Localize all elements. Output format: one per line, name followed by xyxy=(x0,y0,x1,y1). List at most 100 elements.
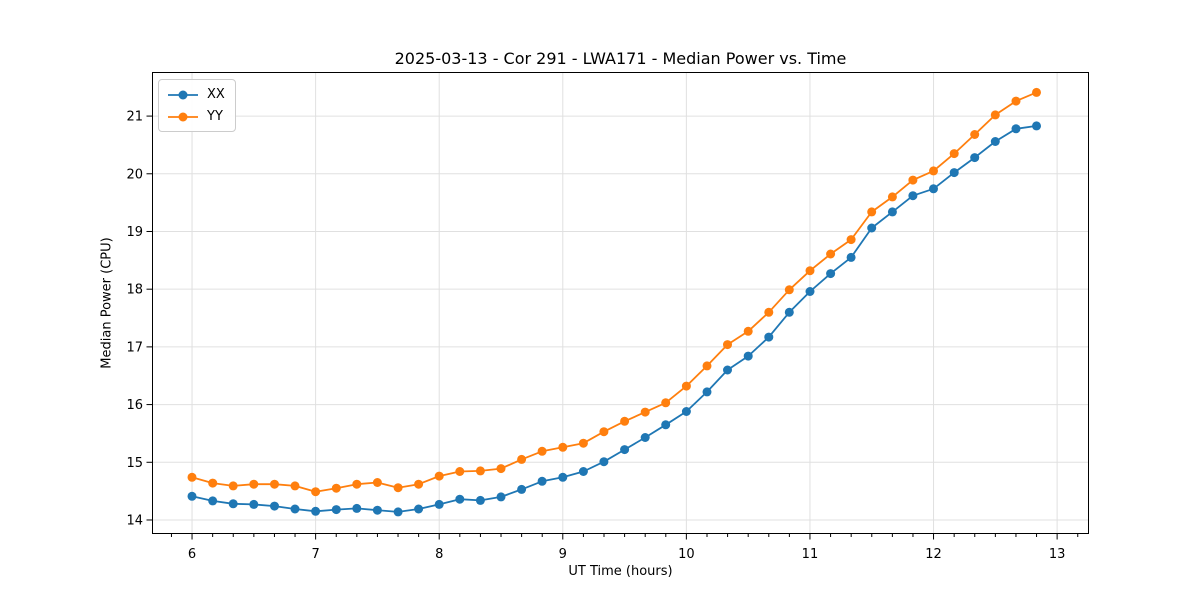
data-point-yy xyxy=(846,235,856,245)
data-point-yy xyxy=(929,166,938,176)
data-point-yy xyxy=(723,340,732,350)
data-point-yy xyxy=(270,479,279,489)
data-point-xx xyxy=(578,467,588,476)
data-point-yy xyxy=(908,175,918,185)
legend-label: YY xyxy=(207,109,223,124)
data-point-xx xyxy=(372,505,382,515)
data-point-xx xyxy=(805,287,815,296)
data-point-xx xyxy=(990,137,1000,146)
axes-spines xyxy=(152,72,1089,534)
data-point-yy xyxy=(1011,96,1021,106)
data-point-xx xyxy=(620,445,630,455)
data-point-xx xyxy=(970,153,980,163)
data-point-xx xyxy=(599,457,609,467)
x-tick-label: 7 xyxy=(311,547,319,562)
data-point-xx xyxy=(764,332,774,342)
data-point-xx xyxy=(826,269,836,279)
data-point-yy xyxy=(187,472,197,482)
data-point-xx xyxy=(270,501,279,511)
data-point-yy xyxy=(599,427,609,437)
data-point-yy xyxy=(805,266,815,276)
series-line-xx xyxy=(191,125,1037,513)
data-point-xx xyxy=(290,504,300,514)
data-point-yy xyxy=(290,481,300,491)
legend-line-marker-icon xyxy=(168,90,198,99)
data-point-yy xyxy=(414,479,424,489)
y-tick-label: 16 xyxy=(126,398,143,413)
data-point-xx xyxy=(249,499,259,509)
y-axis-label: Median Power (CPU) xyxy=(99,237,115,369)
data-point-xx xyxy=(352,503,362,513)
x-tick-label: 13 xyxy=(1049,547,1066,562)
data-point-xx xyxy=(537,476,547,486)
data-point-yy xyxy=(249,479,259,489)
data-point-yy xyxy=(311,487,321,497)
y-tick-label: 19 xyxy=(126,225,143,240)
data-point-yy xyxy=(475,466,485,476)
legend: XX YY xyxy=(158,79,236,132)
data-point-yy xyxy=(867,207,877,217)
data-point-xx xyxy=(311,506,321,516)
data-point-yy xyxy=(826,249,836,259)
data-point-yy xyxy=(393,483,403,493)
x-tick-label: 12 xyxy=(925,547,942,562)
data-point-yy xyxy=(970,130,980,139)
data-point-xx xyxy=(784,307,794,317)
data-point-yy xyxy=(702,361,712,371)
data-point-yy xyxy=(517,454,527,464)
legend-item-xx: XX xyxy=(166,85,225,104)
data-point-xx xyxy=(455,494,465,504)
y-tick-label: 21 xyxy=(126,110,143,125)
data-point-xx xyxy=(929,184,938,194)
data-point-xx xyxy=(640,433,650,442)
series-line-yy xyxy=(191,91,1037,493)
data-point-xx xyxy=(887,207,897,217)
data-point-yy xyxy=(558,442,568,452)
data-point-xx xyxy=(1011,124,1021,134)
data-point-xx xyxy=(187,491,197,501)
data-point-xx xyxy=(331,505,341,515)
y-tick-label: 18 xyxy=(126,283,143,298)
x-tick-label: 10 xyxy=(678,547,695,562)
data-point-yy xyxy=(1032,87,1041,97)
data-point-xx xyxy=(414,504,424,514)
data-point-xx xyxy=(475,495,485,505)
y-tick-label: 20 xyxy=(126,167,143,182)
data-point-yy xyxy=(743,326,753,336)
data-point-xx xyxy=(434,499,444,509)
data-point-xx xyxy=(949,168,959,178)
data-point-yy xyxy=(228,481,238,491)
data-point-yy xyxy=(352,479,362,489)
data-point-xx xyxy=(867,223,877,233)
x-axis-label: UT Time (hours) xyxy=(568,564,673,579)
y-tick-label: 14 xyxy=(126,513,143,528)
data-point-yy xyxy=(661,398,671,408)
data-point-yy xyxy=(455,467,465,476)
data-point-xx xyxy=(908,191,918,201)
legend-item-yy: YY xyxy=(166,107,225,126)
data-point-xx xyxy=(846,252,856,262)
data-point-yy xyxy=(434,471,444,481)
data-point-yy xyxy=(764,307,774,317)
legend-label: XX xyxy=(207,87,225,102)
data-point-yy xyxy=(620,416,630,426)
data-point-xx xyxy=(517,484,527,494)
data-point-yy xyxy=(372,478,382,487)
x-tick-label: 11 xyxy=(802,547,819,562)
data-point-yy xyxy=(331,483,341,493)
data-point-xx xyxy=(661,420,671,430)
data-point-yy xyxy=(208,478,218,488)
x-tick-label: 6 xyxy=(188,547,196,562)
y-tick-label: 17 xyxy=(126,340,143,355)
data-point-xx xyxy=(681,407,691,416)
data-point-yy xyxy=(578,438,588,448)
data-point-xx xyxy=(1032,121,1041,131)
legend-line-marker-icon xyxy=(168,112,198,121)
data-point-xx xyxy=(702,387,712,397)
data-point-yy xyxy=(887,192,897,202)
y-tick-label: 15 xyxy=(126,456,143,471)
data-point-xx xyxy=(208,496,218,506)
data-point-xx xyxy=(393,507,403,517)
